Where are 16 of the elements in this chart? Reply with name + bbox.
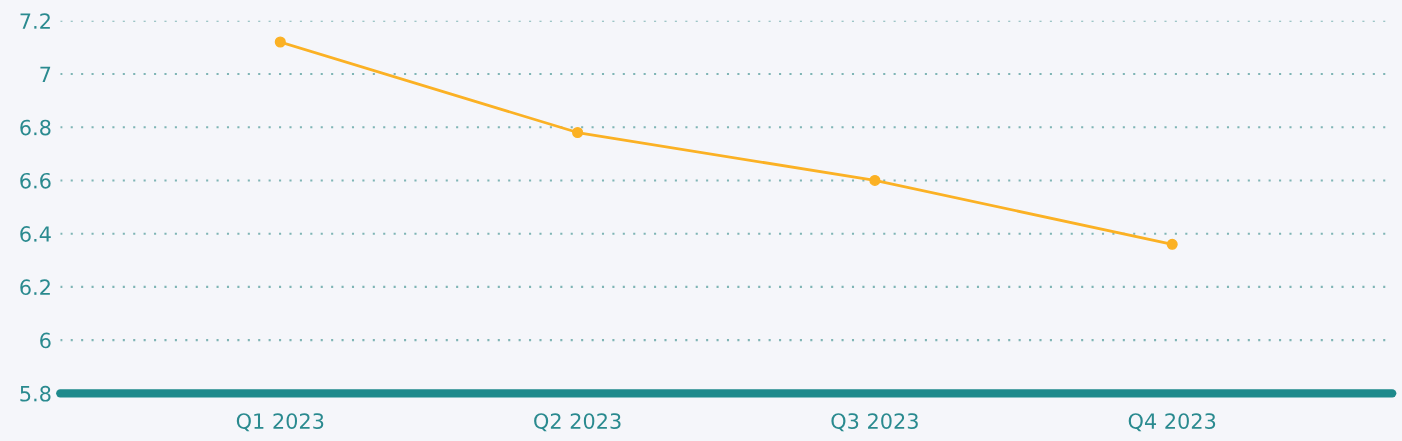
y-tick-label: 6 bbox=[40, 332, 51, 349]
y-tick-label: 7.2 bbox=[20, 13, 50, 29]
y-tick-label: 7 bbox=[40, 66, 51, 82]
x-tick-label: Q1 2023 bbox=[236, 413, 324, 432]
x-tick-label: Q2 2023 bbox=[534, 413, 621, 432]
x-tick-label: Q4 2023 bbox=[1128, 413, 1216, 432]
point bbox=[274, 36, 286, 48]
y-tick-label: 6.8 bbox=[20, 119, 51, 136]
point bbox=[869, 174, 881, 186]
x-tick-label: Q3 2023 bbox=[831, 413, 918, 432]
point bbox=[1166, 238, 1178, 250]
y-tick-label: 6.6 bbox=[20, 172, 51, 189]
y-tick-label: 5.8 bbox=[20, 385, 51, 402]
y-tick-label: 6.4 bbox=[20, 226, 51, 242]
point bbox=[572, 126, 584, 139]
y-tick-label: 6.2 bbox=[20, 279, 50, 296]
